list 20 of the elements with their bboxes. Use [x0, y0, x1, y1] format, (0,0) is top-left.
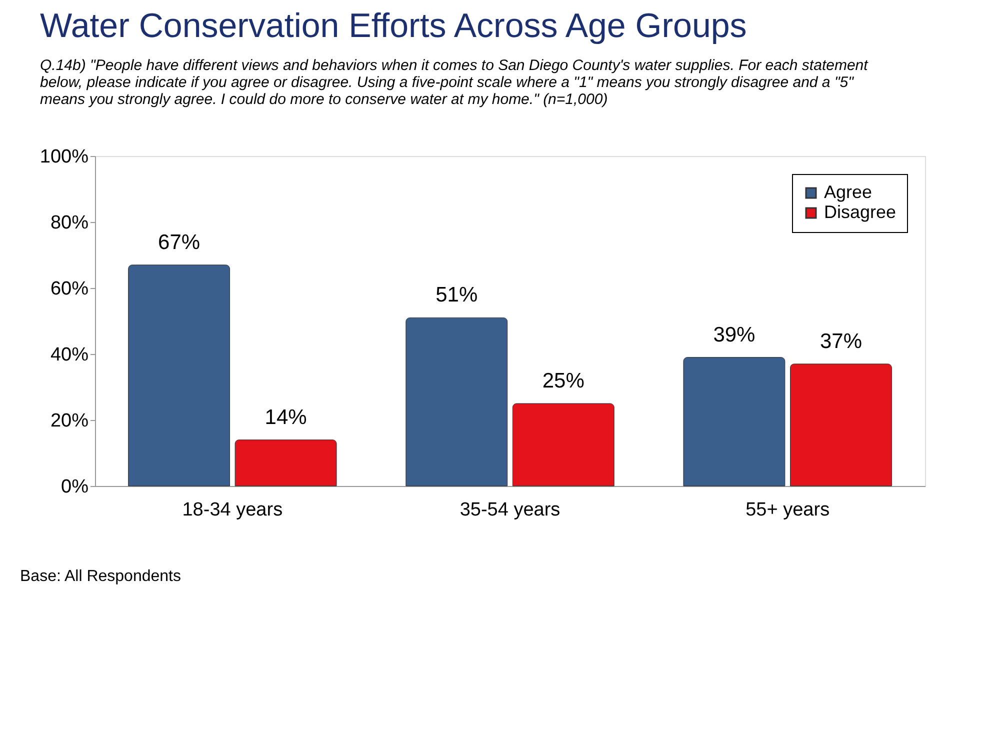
text: Base: All Respondents — [20, 568, 181, 585]
data-label: 51% — [436, 284, 478, 307]
y-tick-label: 40% — [50, 344, 89, 366]
y-tick-label: 60% — [50, 278, 89, 300]
data-label: 25% — [542, 370, 584, 392]
data-label: 14% — [264, 406, 307, 429]
x-tick-label: 55+ years — [746, 500, 830, 520]
y-tick-label: 20% — [50, 410, 89, 432]
y-tick-label: 100% — [40, 146, 89, 168]
chart-title: Water Conservation Efforts Across Age Groups — [40, 7, 747, 45]
data-label: 67% — [158, 230, 200, 254]
y-tick-label: 0% — [61, 476, 89, 498]
chart-subtitle: Q.14b) "People have different views and behaviors when it comes to San Diego County's water supplies. For each statement below, please indicate if you agree or disagree. Using a five-point scale where a "1" means you strongly disagree and a "5" means you strongly agree. I could do more to conserve water at my home." (n=1,000) — [40, 57, 869, 108]
legend-label: Agree — [824, 182, 872, 202]
x-tick-label: 18-34 years — [182, 500, 283, 520]
y-tick-label: 80% — [50, 212, 89, 234]
data-label: 39% — [713, 323, 756, 346]
legend-label: Disagree — [824, 202, 896, 222]
x-tick-label: 35-54 years — [460, 500, 560, 520]
data-label: 37% — [820, 330, 862, 353]
